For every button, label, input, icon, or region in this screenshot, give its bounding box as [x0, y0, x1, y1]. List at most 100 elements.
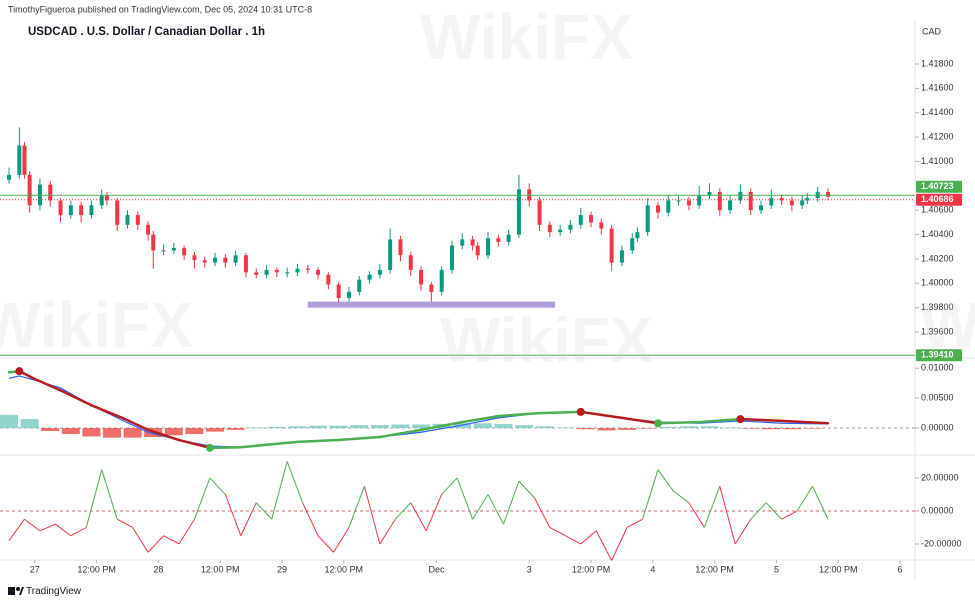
candle-body [146, 224, 151, 235]
watermarks: WikiFX WikiFX WikiFX WikiFX [0, 1, 975, 376]
histogram-bar [123, 428, 142, 438]
histogram-bar [164, 428, 183, 436]
y-tick-label: 0.00500 [921, 392, 954, 402]
oscillator-segment [379, 518, 396, 545]
candle-body [655, 205, 660, 213]
zone [307, 301, 555, 308]
oscillator-segment [456, 477, 474, 520]
candle-body [676, 200, 681, 202]
oscillator-segment [255, 502, 273, 520]
oscillator-segment [333, 527, 350, 553]
chart-title: USDCAD . U.S. Dollar / Canadian Dollar .… [28, 26, 265, 38]
candle-body [728, 200, 733, 211]
oscillator-segment [565, 535, 581, 545]
candle-body [295, 268, 300, 273]
histogram-bar [350, 425, 369, 429]
candle-body [800, 200, 805, 206]
signal-segment [579, 410, 624, 420]
price-badge [916, 349, 962, 362]
histogram-bar [659, 426, 678, 429]
y-tick-label: 1.40600 [921, 205, 954, 215]
histogram-bar [494, 423, 513, 429]
y-tick-label: 20.00000 [921, 472, 959, 482]
oscillator-segment [39, 523, 56, 532]
signal-segment [177, 438, 212, 450]
oscillator-segment [781, 510, 798, 520]
oscillator-segment [549, 527, 566, 537]
candle-body [326, 274, 331, 285]
price-badge-label: 1.40723 [921, 181, 954, 191]
y-tick-label: 1.39800 [921, 302, 954, 312]
price-badge [916, 180, 962, 193]
candle-body [419, 269, 424, 285]
candle-body [759, 205, 764, 211]
candle-body [58, 200, 63, 216]
histogram-bar [391, 424, 410, 429]
histogram-bar [473, 423, 492, 429]
candle-body [182, 247, 187, 256]
histogram-bar [782, 428, 801, 430]
signal-segment [296, 438, 340, 444]
candle-body [568, 224, 573, 230]
panel-line: 20.00000 0.00000 -20.00000 [0, 461, 962, 561]
histogram-bar [535, 426, 554, 429]
oscillator-segment [518, 480, 535, 499]
oscillator-segment [363, 486, 381, 545]
histogram-bar [762, 428, 781, 430]
oscillator-segment [487, 494, 504, 525]
candle-body [48, 184, 53, 201]
signal-segment [697, 417, 742, 424]
signal-segment [239, 442, 273, 449]
candle-body [537, 200, 542, 225]
candle-body [192, 255, 197, 261]
oscillator-segment [85, 469, 103, 528]
brand-logo: TradingView [8, 586, 82, 597]
candle-body [377, 269, 382, 275]
oscillator-segment [240, 502, 257, 536]
candle-body [68, 205, 73, 216]
candle-body [285, 272, 290, 274]
y-tick-label: 1.40200 [921, 253, 954, 263]
x-tick-label: 12:00 PM [325, 564, 364, 574]
candle-body [475, 245, 480, 256]
x-tick-label: 5 [774, 564, 779, 574]
x-tick-label: 4 [650, 564, 655, 574]
candle-body [738, 191, 743, 201]
oscillator-segment [796, 485, 813, 512]
candle-body [357, 279, 362, 292]
candle-body [135, 215, 140, 225]
candle-body [697, 195, 702, 206]
candle-body [22, 145, 27, 175]
oscillator-segment [734, 518, 752, 545]
signal-segment [739, 417, 783, 423]
cross-dot [736, 415, 745, 424]
histogram-bar [803, 428, 822, 429]
signal-segment [378, 428, 423, 439]
y-tick-label: 1.39600 [921, 326, 954, 336]
candle-body [449, 245, 454, 270]
candle-body [367, 274, 372, 280]
x-tick-label: 29 [277, 564, 287, 574]
oscillator-segment [425, 494, 443, 531]
histogram-bar [370, 425, 389, 429]
signal-segment [121, 416, 150, 432]
cross-dot [653, 419, 662, 428]
histogram-bar [741, 428, 760, 429]
oscillator-segment [286, 461, 304, 503]
candle-body [599, 222, 604, 229]
signal-segment [780, 419, 830, 425]
histogram-bar [267, 426, 286, 429]
candle-body [496, 238, 501, 242]
histogram-bar [721, 427, 740, 429]
oscillator-segment [533, 497, 551, 528]
oscillator-segment [224, 494, 242, 536]
histogram-bar [597, 428, 616, 431]
candle-body [254, 272, 259, 275]
oscillator-segment [70, 527, 87, 537]
candle-body [115, 200, 120, 225]
candle-body [79, 205, 84, 216]
candle-body [264, 269, 269, 275]
logo-block [8, 587, 15, 595]
histogram-bar [329, 425, 348, 429]
